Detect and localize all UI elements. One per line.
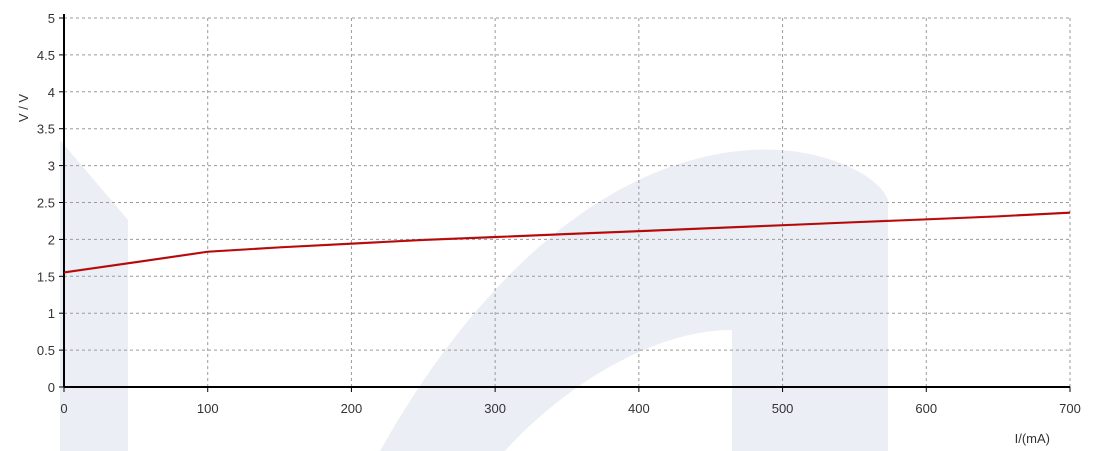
y-tick-label: 2.5 [37, 196, 55, 211]
x-tick-label: 700 [1059, 401, 1081, 416]
watermark-logo [60, 140, 888, 451]
x-tick-label: 600 [915, 401, 937, 416]
x-axis-ticks: 0 100 200 300 400 500 600 700 [60, 387, 1081, 416]
y-tick-label: 4.5 [37, 48, 55, 63]
y-axis-title: V / V [16, 94, 31, 123]
x-tick-label: 0 [60, 401, 67, 416]
x-axis-title: I/(mA) [1015, 431, 1050, 446]
y-tick-label: 3.5 [37, 122, 55, 137]
x-tick-label: 200 [341, 401, 363, 416]
watermark-center-swoosh [380, 149, 888, 451]
y-tick-label: 3 [48, 159, 55, 174]
y-tick-label: 1.5 [37, 269, 55, 284]
y-tick-label: 4 [48, 85, 55, 100]
series-line [63, 211, 1071, 274]
x-tick-label: 300 [484, 401, 506, 416]
x-tick-label: 400 [628, 401, 650, 416]
y-tick-label: 2 [48, 232, 55, 247]
x-tick-label: 100 [197, 401, 219, 416]
x-tick-label: 500 [772, 401, 794, 416]
y-tick-label: 0 [48, 380, 55, 395]
grid-lines [64, 17, 1071, 387]
series-group [63, 211, 1071, 274]
y-tick-label: 1 [48, 306, 55, 321]
y-tick-label: 0.5 [37, 343, 55, 358]
y-axis-ticks: 0 0.5 1 1.5 2 2.5 3 3.5 4 4.5 5 [37, 11, 64, 395]
y-tick-label: 5 [48, 11, 55, 26]
axes [63, 14, 1070, 388]
watermark-left-shape [60, 140, 128, 451]
series-line-shade [63, 211, 1071, 272]
